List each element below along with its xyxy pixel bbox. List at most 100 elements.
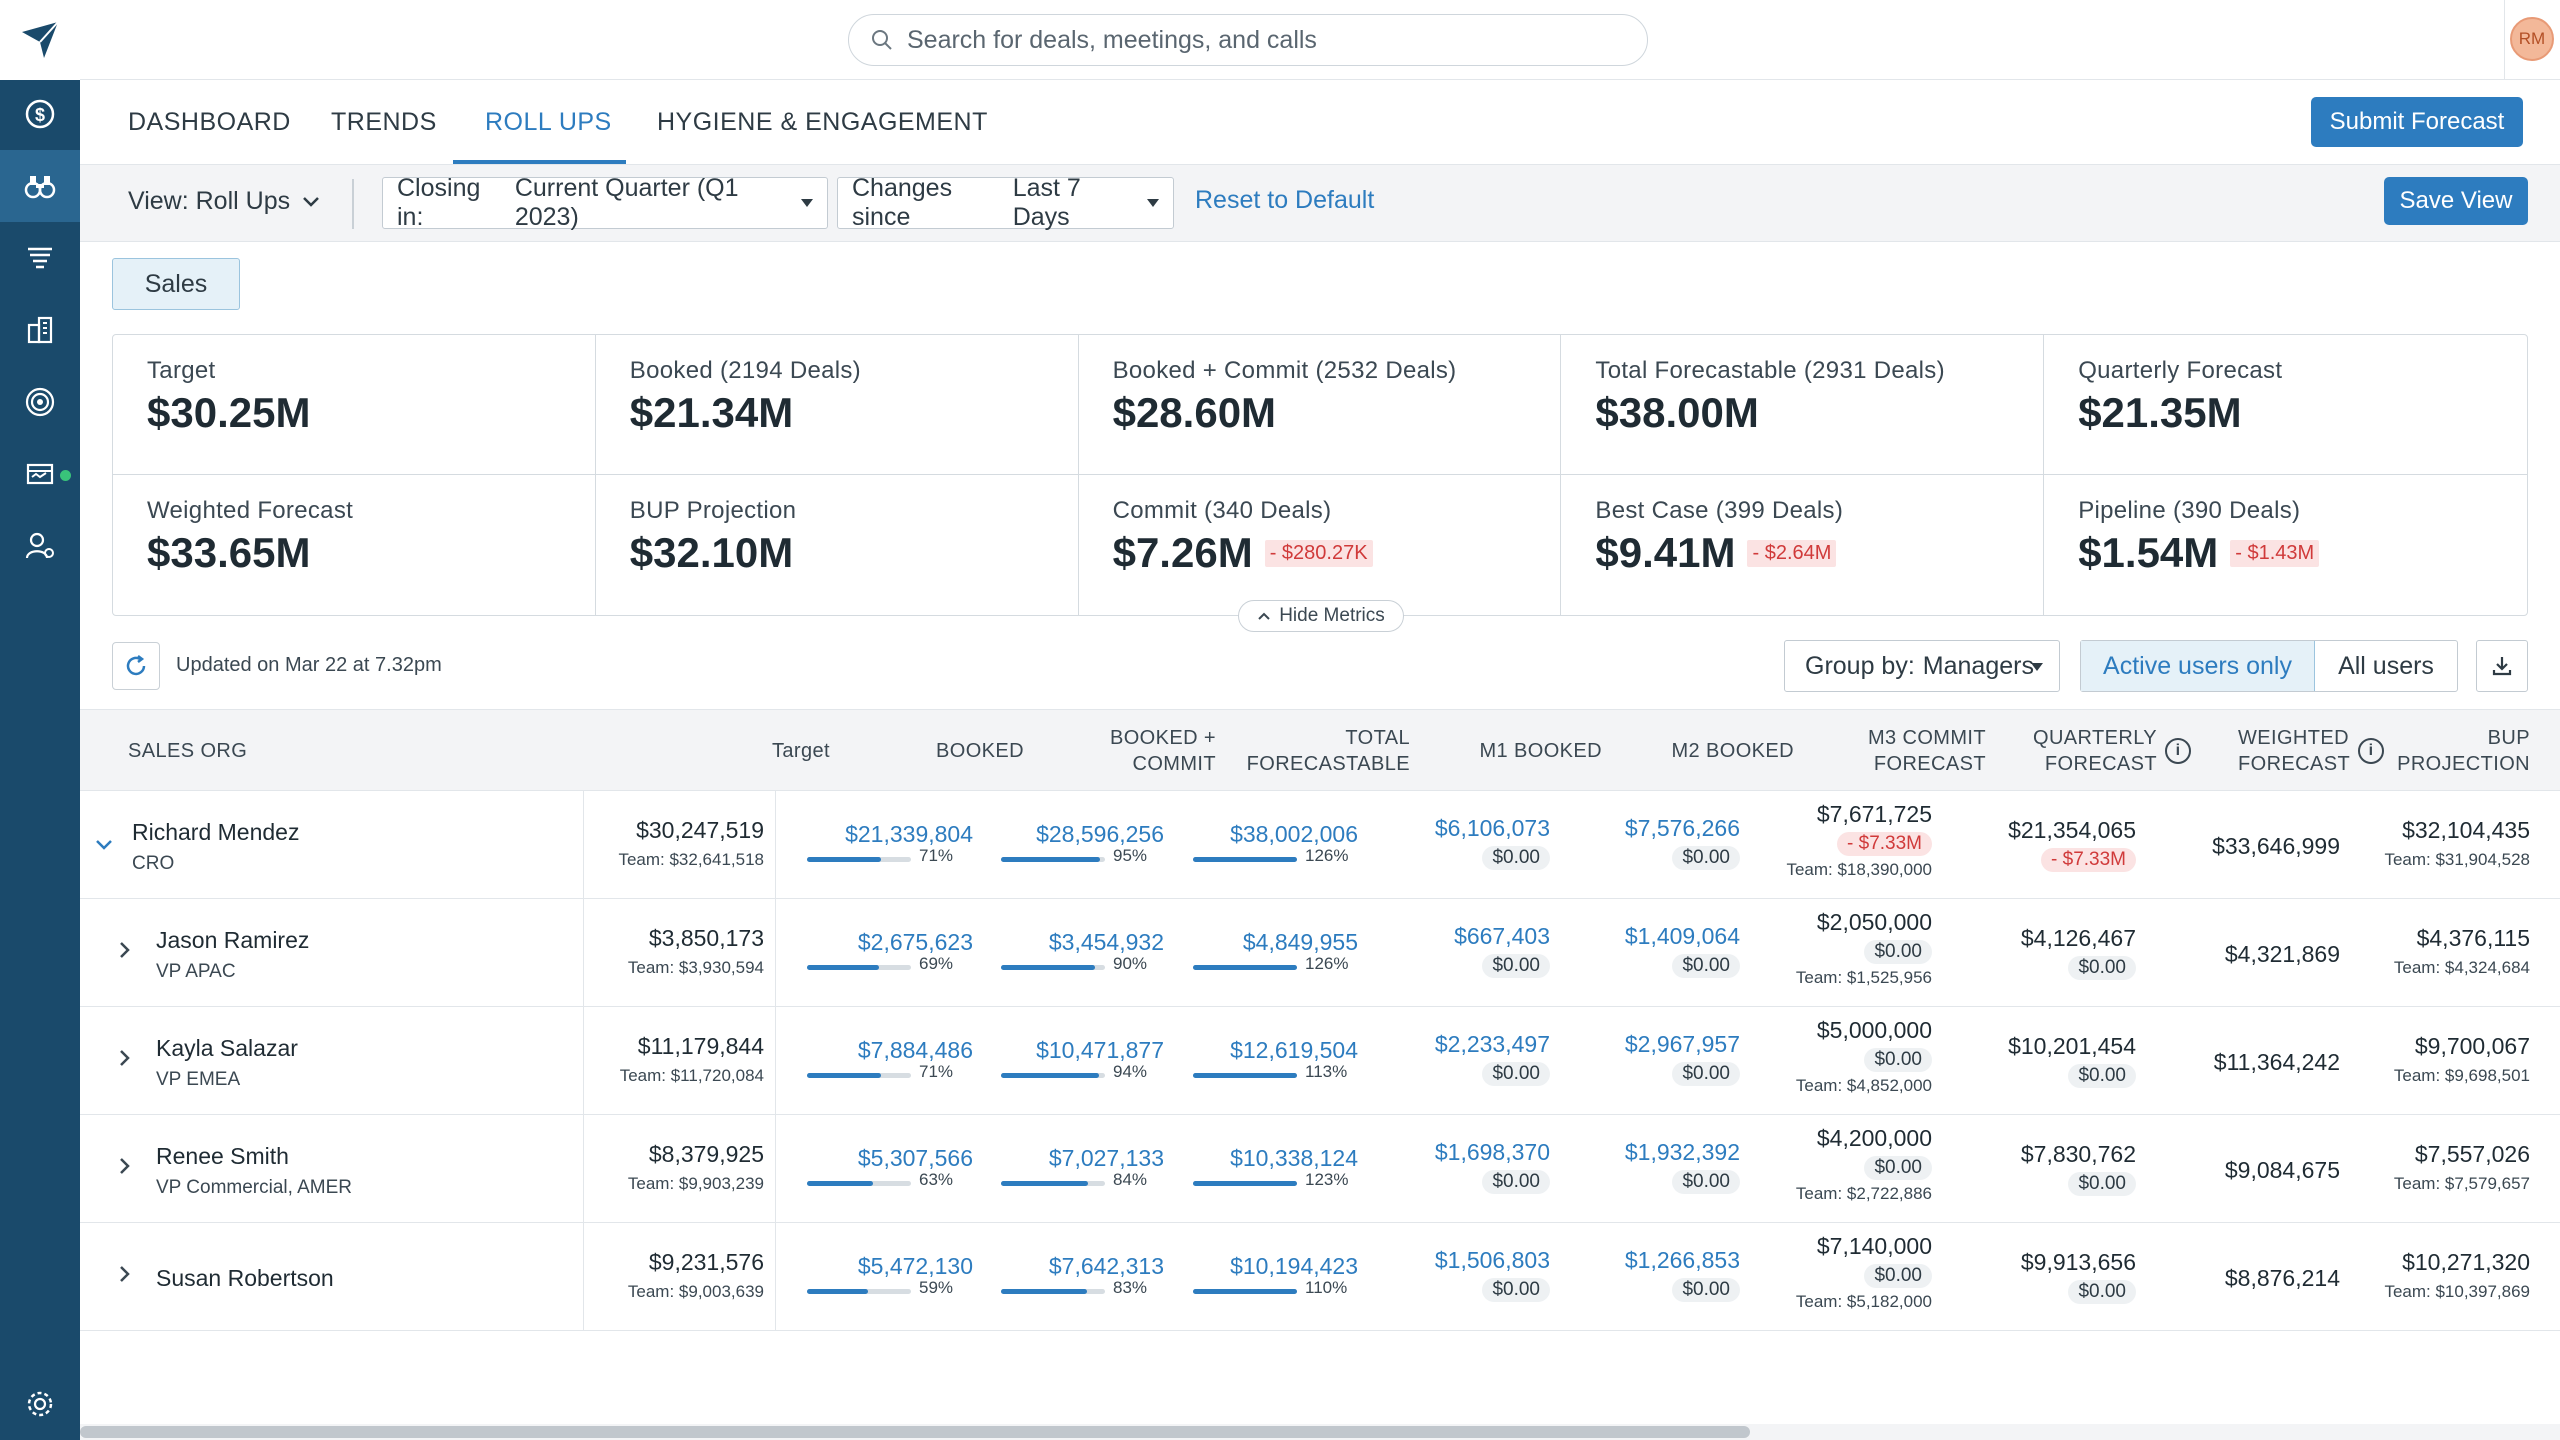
total-forecastable-cell[interactable]: $4,849,955 bbox=[1243, 929, 1358, 956]
sidebar-item-deals[interactable]: $ bbox=[0, 78, 80, 150]
m3-commit-cell[interactable]: $5,000,000 $0.00 Team: $4,852,000 bbox=[1796, 1017, 1932, 1096]
total-forecastable-cell[interactable]: $38,002,006 bbox=[1230, 821, 1358, 848]
booked-commit-cell[interactable]: $7,642,313 bbox=[1049, 1253, 1164, 1280]
total-forecastable-value[interactable]: $10,338,124 bbox=[1230, 1145, 1358, 1171]
m3-commit-value[interactable]: $4,200,000 bbox=[1816, 1125, 1932, 1151]
m1-booked-cell[interactable]: $667,403 $0.00 bbox=[1454, 923, 1550, 978]
m3-commit-value[interactable]: $5,000,000 bbox=[1816, 1017, 1932, 1043]
booked-value[interactable]: $21,339,804 bbox=[845, 821, 973, 847]
booked-commit-cell[interactable]: $3,454,932 bbox=[1049, 929, 1164, 956]
chevron-right-icon[interactable] bbox=[118, 1047, 132, 1075]
group-by-dropdown[interactable]: Group by: Managers bbox=[1784, 640, 2060, 692]
changes-since-dropdown[interactable]: Changes since Last 7 Days bbox=[837, 174, 1174, 231]
booked-commit-value[interactable]: $28,596,256 bbox=[1036, 821, 1164, 847]
chevron-right-icon[interactable] bbox=[118, 1263, 132, 1291]
column-m1-booked[interactable]: M1 BOOKED bbox=[1479, 740, 1602, 762]
m3-commit-value[interactable]: $2,050,000 bbox=[1816, 909, 1932, 935]
booked-commit-value[interactable]: $3,454,932 bbox=[1048, 929, 1164, 955]
quarterly-forecast-value[interactable]: $4,126,467 bbox=[2020, 925, 2136, 951]
quarterly-forecast-value[interactable]: $21,354,065 bbox=[2008, 817, 2136, 843]
all-users-option[interactable]: All users bbox=[2338, 651, 2434, 680]
m1-booked-cell[interactable]: $6,106,073 $0.00 bbox=[1435, 815, 1550, 870]
column-m2-booked[interactable]: M2 BOOKED bbox=[1671, 740, 1794, 762]
search-input[interactable] bbox=[907, 25, 1627, 55]
sidebar-item-activity[interactable] bbox=[0, 438, 80, 510]
m2-booked-cell[interactable]: $1,409,064 $0.00 bbox=[1625, 923, 1740, 978]
column-weighted-forecast[interactable]: WEIGHTED FORECAST i bbox=[2238, 710, 2385, 792]
sidebar-item-admin[interactable] bbox=[0, 510, 80, 582]
m3-commit-cell[interactable]: $4,200,000 $0.00 Team: $2,722,886 bbox=[1796, 1125, 1932, 1204]
save-view-button[interactable]: Save View bbox=[2384, 177, 2528, 225]
download-button[interactable] bbox=[2476, 640, 2528, 692]
closing-in-dropdown[interactable]: Closing in: Current Quarter (Q1 2023) bbox=[382, 174, 828, 231]
total-forecastable-value[interactable]: $12,619,504 bbox=[1230, 1037, 1358, 1063]
quarterly-forecast-cell[interactable]: $10,201,454 $0.00 bbox=[2008, 1033, 2136, 1088]
column-sales-org[interactable]: SALES ORG bbox=[128, 740, 248, 762]
refresh-button[interactable] bbox=[112, 642, 160, 690]
m1-booked-value[interactable]: $2,233,497 bbox=[1434, 1031, 1550, 1057]
m2-booked-value[interactable]: $1,266,853 bbox=[1624, 1247, 1740, 1273]
view-selector[interactable]: View: Roll Ups bbox=[128, 187, 320, 216]
sidebar-item-goals[interactable] bbox=[0, 366, 80, 438]
booked-commit-value[interactable]: $7,642,313 bbox=[1048, 1253, 1164, 1279]
m2-booked-cell[interactable]: $1,266,853 $0.00 bbox=[1625, 1247, 1740, 1302]
m3-commit-cell[interactable]: $7,671,725 - $7.33M Team: $18,390,000 bbox=[1786, 801, 1932, 880]
info-icon[interactable]: i bbox=[2358, 738, 2385, 764]
booked-commit-cell[interactable]: $28,596,256 bbox=[1036, 821, 1164, 848]
booked-cell[interactable]: $5,307,566 bbox=[858, 1145, 973, 1172]
booked-commit-cell[interactable]: $7,027,133 bbox=[1049, 1145, 1164, 1172]
booked-value[interactable]: $7,884,486 bbox=[857, 1037, 973, 1063]
column-booked-commit[interactable]: BOOKED + COMMIT bbox=[1040, 710, 1216, 792]
sidebar-item-forecast[interactable] bbox=[0, 150, 80, 222]
booked-value[interactable]: $2,675,623 bbox=[857, 929, 973, 955]
tab-dashboard[interactable]: DASHBOARD bbox=[128, 108, 291, 136]
column-bup-projection[interactable]: BUP PROJECTION bbox=[2380, 710, 2530, 792]
m1-booked-cell[interactable]: $1,506,803 $0.00 bbox=[1435, 1247, 1550, 1302]
column-m3-commit-forecast[interactable]: M3 COMMIT FORECAST bbox=[1800, 710, 1986, 792]
m1-booked-value[interactable]: $667,403 bbox=[1454, 923, 1550, 949]
user-avatar[interactable]: RM bbox=[2510, 17, 2554, 61]
total-forecastable-cell[interactable]: $10,338,124 bbox=[1230, 1145, 1358, 1172]
booked-cell[interactable]: $2,675,623 bbox=[858, 929, 973, 956]
tab-trends[interactable]: TRENDS bbox=[331, 108, 437, 136]
table-row[interactable]: Renee Smith VP Commercial, AMER $8,379,925… bbox=[80, 1115, 2560, 1223]
submit-forecast-button[interactable]: Submit Forecast bbox=[2311, 97, 2523, 147]
m1-booked-cell[interactable]: $1,698,370 $0.00 bbox=[1435, 1139, 1550, 1194]
app-logo[interactable] bbox=[0, 0, 80, 80]
m2-booked-cell[interactable]: $1,932,392 $0.00 bbox=[1625, 1139, 1740, 1194]
total-forecastable-cell[interactable]: $10,194,423 bbox=[1230, 1253, 1358, 1280]
m2-booked-cell[interactable]: $2,967,957 $0.00 bbox=[1625, 1031, 1740, 1086]
m3-commit-value[interactable]: $7,140,000 bbox=[1816, 1233, 1932, 1259]
sidebar-item-settings[interactable] bbox=[0, 1368, 80, 1440]
m3-commit-cell[interactable]: $2,050,000 $0.00 Team: $1,525,956 bbox=[1796, 909, 1932, 988]
m2-booked-value[interactable]: $1,409,064 bbox=[1624, 923, 1740, 949]
booked-cell[interactable]: $5,472,130 bbox=[858, 1253, 973, 1280]
booked-value[interactable]: $5,472,130 bbox=[857, 1253, 973, 1279]
m2-booked-value[interactable]: $1,932,392 bbox=[1624, 1139, 1740, 1165]
sales-tab[interactable]: Sales bbox=[112, 258, 240, 310]
quarterly-forecast-cell[interactable]: $4,126,467 $0.00 bbox=[2021, 925, 2136, 980]
chevron-right-icon[interactable] bbox=[118, 939, 132, 967]
m1-booked-value[interactable]: $1,698,370 bbox=[1434, 1139, 1550, 1165]
horizontal-scrollbar[interactable] bbox=[80, 1424, 2560, 1440]
column-target[interactable]: Target bbox=[772, 740, 830, 762]
table-row[interactable]: Kayla Salazar VP EMEA $11,179,844 Team: $11… bbox=[80, 1007, 2560, 1115]
rep-name[interactable]: Susan Robertson bbox=[156, 1265, 334, 1291]
m1-booked-value[interactable]: $1,506,803 bbox=[1434, 1247, 1550, 1273]
table-row[interactable]: Susan Robertson $9,231,576 Team: $9,003,63… bbox=[80, 1223, 2560, 1331]
quarterly-forecast-cell[interactable]: $7,830,762 $0.00 bbox=[2021, 1141, 2136, 1196]
sidebar-item-pipeline[interactable] bbox=[0, 222, 80, 294]
m2-booked-value[interactable]: $2,967,957 bbox=[1624, 1031, 1740, 1057]
booked-cell[interactable]: $7,884,486 bbox=[858, 1037, 973, 1064]
booked-value[interactable]: $5,307,566 bbox=[857, 1145, 973, 1171]
sidebar-item-accounts[interactable] bbox=[0, 294, 80, 366]
column-booked[interactable]: BOOKED bbox=[936, 740, 1024, 762]
chevron-down-icon[interactable] bbox=[94, 831, 114, 859]
quarterly-forecast-cell[interactable]: $9,913,656 $0.00 bbox=[2021, 1249, 2136, 1304]
rep-name[interactable]: Jason Ramirez bbox=[156, 927, 310, 953]
tab-hygiene-engagement[interactable]: HYGIENE & ENGAGEMENT bbox=[657, 108, 988, 136]
table-row[interactable]: Richard Mendez CRO $30,247,519 Team: $32,64… bbox=[80, 791, 2560, 899]
quarterly-forecast-value[interactable]: $10,201,454 bbox=[2008, 1033, 2136, 1059]
quarterly-forecast-cell[interactable]: $21,354,065 - $7.33M bbox=[2008, 817, 2136, 872]
chevron-right-icon[interactable] bbox=[118, 1155, 132, 1183]
